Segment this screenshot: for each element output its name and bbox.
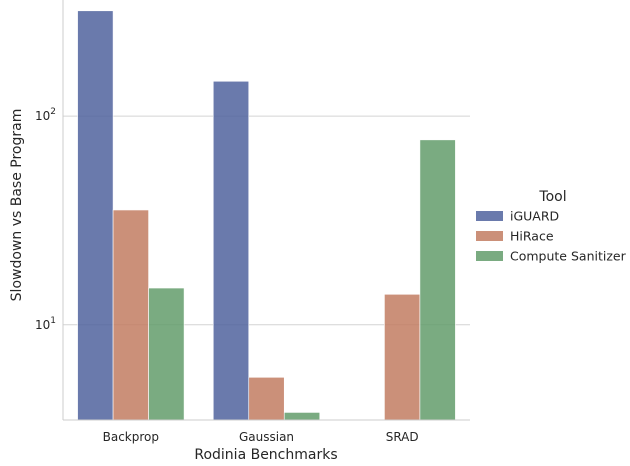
x-tick-label: Backprop [103, 430, 159, 444]
bar-hirace-gaussian [248, 377, 285, 421]
x-tick-label: SRAD [386, 430, 419, 444]
bar-hirace-backprop [112, 209, 149, 421]
bar-hirace-srad [384, 293, 421, 421]
bar-compute-sanitizer-srad [419, 139, 456, 421]
bar-iguard-gaussian [212, 80, 250, 421]
bar-compute-sanitizer-gaussian [283, 412, 321, 421]
y-tick-label: 101 [35, 316, 56, 332]
bars-layer [77, 10, 456, 421]
legend-label: HiRace [510, 229, 554, 244]
legend: Tool iGUARD HiRace Compute Sanitizer [476, 189, 627, 264]
y-ticks: 101 102 [35, 107, 56, 332]
legend-swatch [476, 231, 503, 241]
bar-iguard-backprop [77, 10, 114, 421]
y-axis-title: Slowdown vs Base Program [9, 109, 25, 302]
legend-title: Tool [538, 189, 566, 205]
legend-swatch [476, 251, 503, 261]
legend-swatch [476, 211, 503, 221]
legend-label: iGUARD [510, 209, 559, 224]
axes-layer [62, 0, 470, 421]
x-tick-label: Gaussian [239, 430, 294, 444]
legend-label: Compute Sanitizer [510, 249, 627, 264]
x-axis-title: Rodinia Benchmarks [194, 447, 337, 463]
x-ticks: Backprop Gaussian SRAD [103, 430, 419, 444]
bar-compute-sanitizer-backprop [148, 287, 185, 421]
y-tick-label: 102 [35, 107, 56, 123]
